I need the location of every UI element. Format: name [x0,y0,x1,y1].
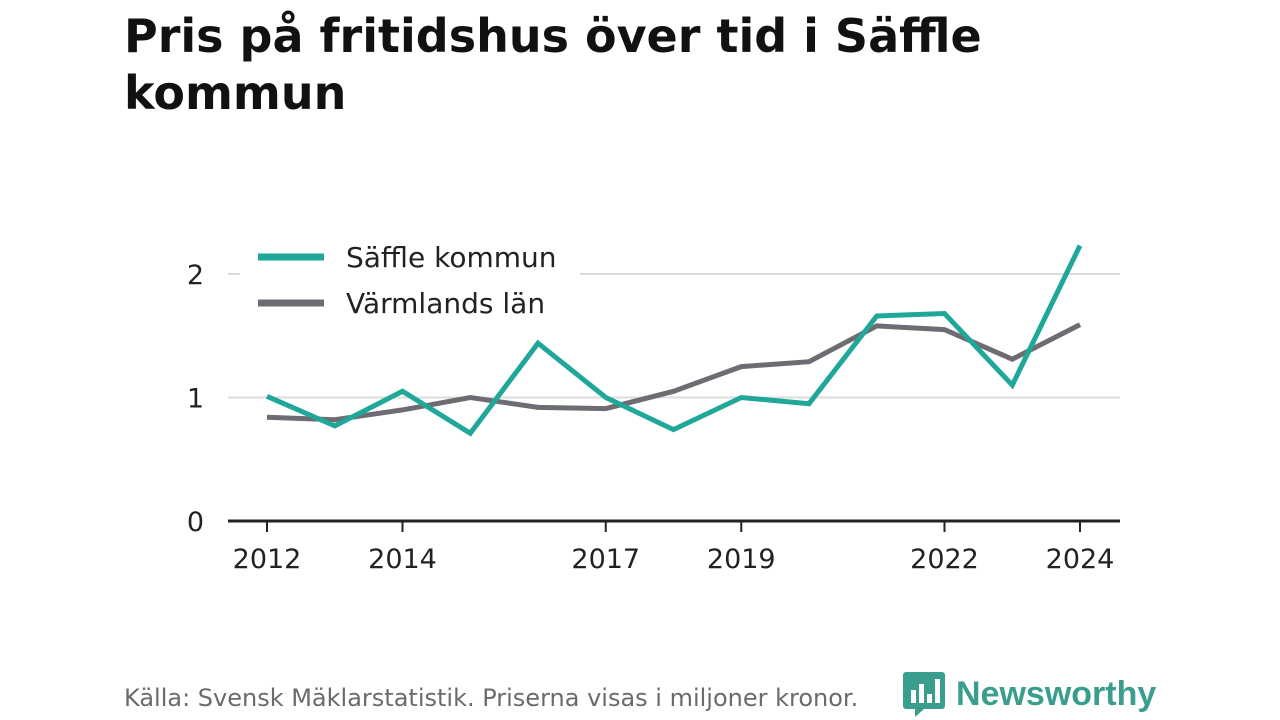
source-note: Källa: Svensk Mäklarstatistik. Priserna … [124,684,859,712]
legend-label: Värmlands län [346,287,545,320]
series-line-0 [265,244,1083,437]
x-tick-label: 2022 [910,544,979,575]
series-lines [265,244,1083,437]
y-tick-label: 1 [187,384,204,415]
y-tick-label: 2 [187,260,204,291]
legend-label: Säffle kommun [346,241,557,274]
x-tick-label: 2014 [368,544,437,575]
newsworthy-logo-text: Newsworthy [956,674,1157,713]
legend-background [240,232,580,332]
y-tick-label: 0 [187,507,204,538]
newsworthy-logo: Newsworthy [902,670,1156,718]
chart-title: Pris på fritidshus över tid i Säffle kom… [124,9,982,120]
x-tick-label: 2012 [233,544,302,575]
x-tick-label: 2017 [571,544,640,575]
y-axis-ticks: 0 1 2 [187,260,204,538]
x-tick-label: 2019 [707,544,776,575]
legend: Säffle kommun Värmlands län [240,232,580,332]
newsworthy-logo-icon [903,672,945,717]
series-line-1 [266,322,1082,423]
x-tick-label: 2024 [1046,544,1115,575]
x-axis: 2012 2014 2017 2019 2022 2024 [228,519,1120,575]
